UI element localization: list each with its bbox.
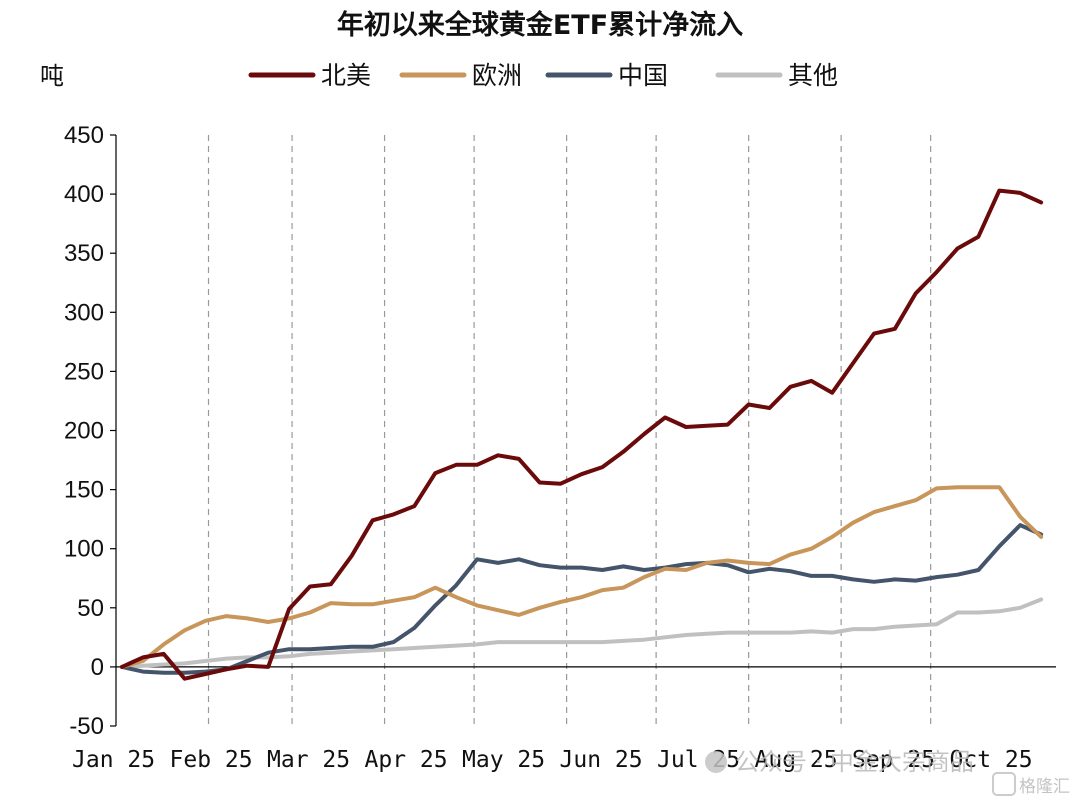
x-tick-label: Mar 25 bbox=[267, 747, 350, 773]
x-tick-label: Jan 25 bbox=[72, 747, 155, 773]
axes bbox=[110, 134, 1056, 727]
y-tick-label: 250 bbox=[64, 358, 104, 385]
x-tick-label: Apr 25 bbox=[365, 747, 448, 773]
y-tick-label: 150 bbox=[64, 477, 104, 504]
y-tick-label: 400 bbox=[64, 181, 104, 208]
y-tick-label: 100 bbox=[64, 536, 104, 563]
x-tick-label: Oct 25 bbox=[950, 747, 1033, 773]
legend-label-2: 欧洲 bbox=[472, 61, 522, 90]
legend-label-1: 北美 bbox=[321, 61, 371, 90]
legend-label-3: 中国 bbox=[618, 61, 668, 90]
watermark-text: 公众号 · 中金大宗商品 bbox=[735, 748, 974, 776]
series-line-4 bbox=[120, 597, 1044, 669]
y-tick-labels: 450 400 350 300 250 200 150 100 50 0 -50 bbox=[64, 122, 104, 740]
y-tick-label: 300 bbox=[64, 299, 104, 326]
x-tick-label: Aug 25 bbox=[755, 747, 838, 773]
chart-title: 年初以来全球黄金ETF累计净流入 bbox=[337, 9, 743, 41]
x-tick-label: Jun 25 bbox=[560, 747, 643, 773]
series-line-1 bbox=[120, 188, 1044, 681]
x-tick-label: May 25 bbox=[462, 747, 545, 773]
x-tick-label: Jul 25 bbox=[657, 747, 740, 773]
watermark: 公众号 · 中金大宗商品 格隆汇 bbox=[705, 748, 1070, 797]
y-tick-label: 0 bbox=[91, 654, 104, 681]
x-tick-label: Feb 25 bbox=[170, 747, 253, 773]
wechat-icon bbox=[705, 751, 727, 773]
x-tick-label: Sep 25 bbox=[852, 747, 935, 773]
plot-area bbox=[120, 188, 1044, 681]
y-tick-label: 50 bbox=[77, 595, 104, 622]
series-line-2 bbox=[120, 485, 1044, 669]
x-tick-labels: Jan 25 Feb 25 Mar 25 Apr 25 May 25 Jun 25 Jul … bbox=[72, 747, 1033, 773]
y-tick-label: 350 bbox=[64, 240, 104, 267]
logo-icon bbox=[992, 772, 1016, 796]
y-tick-label: 200 bbox=[64, 418, 104, 445]
y-tick-label: -50 bbox=[69, 713, 104, 740]
y-axis-unit-label: 吨 bbox=[40, 62, 64, 90]
vertical-gridlines bbox=[207, 135, 932, 726]
logo-text: 格隆汇 bbox=[1019, 777, 1070, 797]
legend-label-4: 其他 bbox=[788, 61, 838, 90]
legend: 北美 欧洲 中国 其他 bbox=[248, 61, 838, 90]
y-tick-label: 450 bbox=[64, 122, 104, 149]
